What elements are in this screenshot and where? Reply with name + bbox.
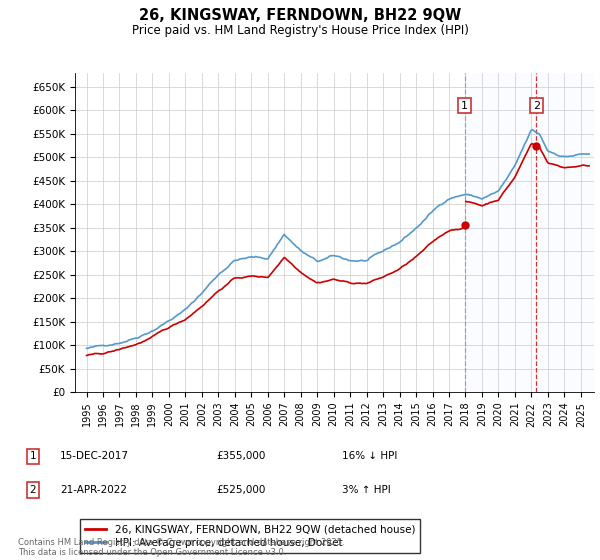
Legend: 26, KINGSWAY, FERNDOWN, BH22 9QW (detached house), HPI: Average price, detached : 26, KINGSWAY, FERNDOWN, BH22 9QW (detach… <box>80 519 420 553</box>
Text: 2: 2 <box>533 101 540 111</box>
Text: 2: 2 <box>29 485 37 495</box>
Text: 15-DEC-2017: 15-DEC-2017 <box>60 451 129 461</box>
Text: £525,000: £525,000 <box>216 485 265 495</box>
Text: 1: 1 <box>461 101 468 111</box>
Text: 16% ↓ HPI: 16% ↓ HPI <box>342 451 397 461</box>
Text: Price paid vs. HM Land Registry's House Price Index (HPI): Price paid vs. HM Land Registry's House … <box>131 24 469 37</box>
Bar <box>465 73 594 392</box>
Text: 3% ↑ HPI: 3% ↑ HPI <box>342 485 391 495</box>
Text: 21-APR-2022: 21-APR-2022 <box>60 485 127 495</box>
Text: Contains HM Land Registry data © Crown copyright and database right 2025.
This d: Contains HM Land Registry data © Crown c… <box>18 538 344 557</box>
Text: 26, KINGSWAY, FERNDOWN, BH22 9QW: 26, KINGSWAY, FERNDOWN, BH22 9QW <box>139 8 461 24</box>
Text: 1: 1 <box>29 451 37 461</box>
Text: £355,000: £355,000 <box>216 451 265 461</box>
